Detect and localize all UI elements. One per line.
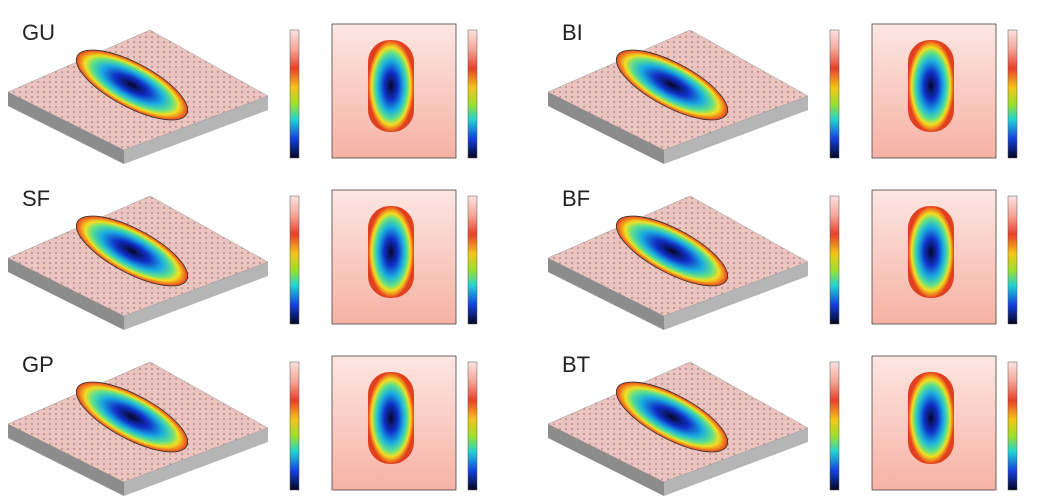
colorbar <box>829 195 840 325</box>
colorbar <box>467 361 478 491</box>
crater <box>75 381 189 453</box>
blob-heat <box>368 206 414 298</box>
colorbar <box>289 29 300 159</box>
panel-label: BT <box>562 352 590 377</box>
colorbar <box>1007 361 1018 491</box>
colorbar <box>289 361 300 491</box>
panel-label: GP <box>22 352 54 377</box>
slab-side <box>124 428 268 496</box>
blob-heat <box>368 40 414 132</box>
panel: GP <box>7 352 478 496</box>
colorbar <box>1007 195 1018 325</box>
panel-label: SF <box>22 186 50 211</box>
slab-side <box>8 258 124 330</box>
panels: GU BI SF BF GP BT <box>7 20 1018 496</box>
blob-heat <box>908 40 954 132</box>
crater <box>75 215 189 287</box>
slab-side <box>8 424 124 496</box>
colorbar <box>829 361 840 491</box>
panel: GU <box>7 20 478 164</box>
panel: BI <box>547 20 1018 164</box>
colorbar <box>829 29 840 159</box>
slab-side <box>548 424 664 496</box>
blob-heat <box>908 206 954 298</box>
panel: BF <box>547 186 1018 330</box>
colorbar <box>1007 29 1018 159</box>
panel: BT <box>547 352 1018 496</box>
slab-side <box>8 92 124 164</box>
crater <box>615 49 729 121</box>
panel: SF <box>7 186 478 330</box>
slab-side <box>664 428 808 496</box>
panel-label: GU <box>22 20 55 45</box>
blob-heat <box>908 372 954 464</box>
panel-label: BI <box>562 20 583 45</box>
crater <box>615 215 729 287</box>
slab-side <box>664 262 808 330</box>
slab-side <box>548 258 664 330</box>
crater <box>75 49 189 121</box>
slab-side <box>548 92 664 164</box>
panel-label: BF <box>562 186 590 211</box>
colorbar <box>467 195 478 325</box>
blob-heat <box>368 372 414 464</box>
slab-side <box>124 96 268 164</box>
colorbar <box>467 29 478 159</box>
slab-side <box>664 96 808 164</box>
slab-side <box>124 262 268 330</box>
colorbar <box>289 195 300 325</box>
crater <box>615 381 729 453</box>
